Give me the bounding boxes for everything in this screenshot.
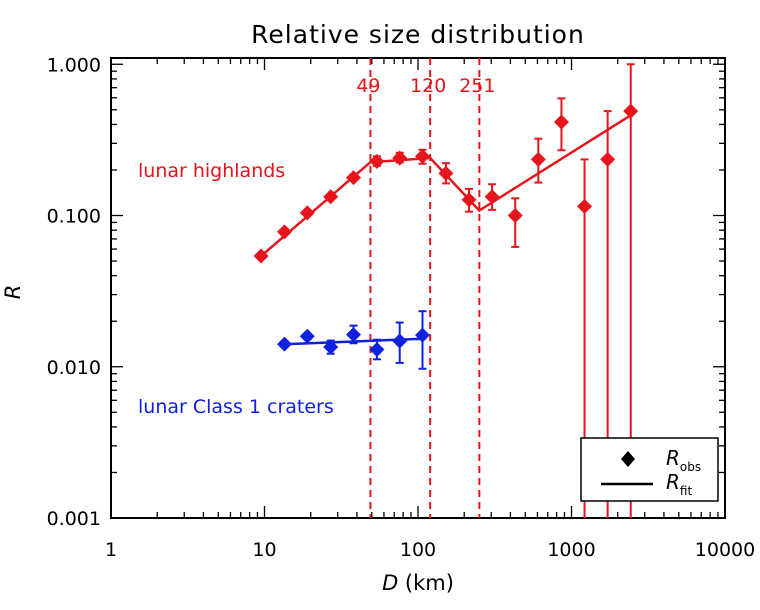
series-class1-craters <box>277 310 431 370</box>
reference-line-label: 251 <box>459 75 495 97</box>
legend-diamond-marker <box>621 451 635 467</box>
legend-box <box>580 437 719 502</box>
legend-label-obs: Robs <box>666 446 701 474</box>
x-tick-label: 1000 <box>547 539 595 561</box>
y-tick-label: 0.010 <box>47 357 101 379</box>
y-tick-label: 0.001 <box>47 508 101 530</box>
y-axis-label: R <box>1 285 25 300</box>
y-tick-label: 0.100 <box>47 206 101 228</box>
fit-line <box>260 114 632 257</box>
data-point <box>623 103 639 119</box>
data-point <box>577 198 593 214</box>
data-point <box>553 114 569 130</box>
data-point <box>345 170 361 186</box>
x-axis-var: D <box>382 571 398 595</box>
x-axis-label: D (km) <box>382 571 454 595</box>
data-point <box>345 327 361 343</box>
data-point <box>323 339 339 355</box>
x-tick-label: 1 <box>105 539 117 561</box>
x-tick-label: 10 <box>252 539 276 561</box>
axis-ticks <box>110 58 725 519</box>
data-point <box>530 151 546 167</box>
series-label-lunar-highlands: lunar highlands <box>138 160 285 182</box>
data-point <box>277 224 293 240</box>
reference-line-label: 49 <box>356 75 380 97</box>
data-point <box>369 153 385 169</box>
x-tick-labels: 1 10 100 1000 10000 <box>105 539 755 561</box>
reference-lines: 49 120 251 <box>356 58 495 518</box>
y-tick-labels: 0.001 0.010 0.100 1.000 <box>47 54 101 530</box>
x-axis-unit: (km) <box>398 571 454 595</box>
data-point <box>392 333 408 349</box>
data-point <box>299 328 315 344</box>
chart-title: Relative size distribution <box>251 20 585 49</box>
data-point <box>507 208 523 224</box>
data-point <box>277 336 293 352</box>
data-point <box>253 248 269 264</box>
data-point <box>369 342 385 358</box>
data-point <box>415 148 431 164</box>
legend: Robs Rfit <box>580 437 719 502</box>
data-point <box>484 189 500 205</box>
legend-label-fit: Rfit <box>666 470 692 498</box>
series-label-class1-craters: lunar Class 1 craters <box>138 396 334 418</box>
data-point <box>392 150 408 166</box>
data-point <box>323 189 339 205</box>
data-point <box>415 327 431 343</box>
data-point <box>299 205 315 221</box>
data-point <box>461 192 477 208</box>
x-tick-label: 100 <box>400 539 436 561</box>
data-point <box>600 151 616 167</box>
y-tick-label: 1.000 <box>47 54 101 76</box>
data-point <box>438 165 454 181</box>
reference-line-label: 120 <box>410 75 446 97</box>
x-tick-label: 10000 <box>695 539 755 561</box>
